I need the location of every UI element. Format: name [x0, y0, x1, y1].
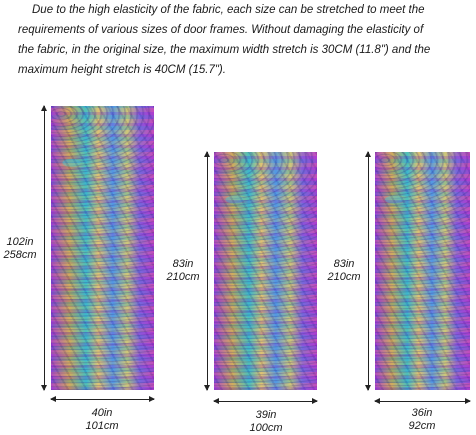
- height-dimension-arrow: [204, 151, 210, 391]
- height-inches: 83in: [333, 258, 355, 270]
- height-label: 83in 210cm: [323, 258, 365, 284]
- height-centimeters: 258cm: [3, 249, 37, 261]
- width-inches: 36in: [411, 407, 433, 419]
- width-label: 40in 101cm: [72, 407, 132, 433]
- description-line: the fabric, in the original size, the ma…: [18, 44, 431, 56]
- size-description: Due to the high elasticity of the fabric…: [18, 0, 470, 80]
- width-dimension-arrow: [213, 398, 318, 404]
- fabric-panel-large: [51, 106, 154, 390]
- description-line: Due to the high elasticity of the fabric…: [32, 4, 425, 16]
- height-dimension-arrow: [365, 151, 371, 391]
- fabric-panel-narrow: [375, 152, 470, 390]
- width-dimension-arrow: [50, 396, 155, 402]
- description-line: maximum height stretch is 40CM (15.7").: [18, 64, 226, 76]
- fabric-panel-medium: [214, 152, 317, 390]
- width-centimeters: 101cm: [85, 420, 119, 432]
- width-label: 39in 100cm: [236, 409, 296, 435]
- width-inches: 39in: [255, 409, 277, 421]
- width-centimeters: 92cm: [408, 420, 436, 432]
- width-dimension-arrow: [374, 398, 471, 404]
- height-label: 102in 258cm: [0, 236, 40, 262]
- width-label: 36in 92cm: [392, 407, 452, 433]
- height-centimeters: 210cm: [327, 271, 361, 283]
- height-label: 83in 210cm: [162, 258, 204, 284]
- height-inches: 102in: [6, 236, 34, 248]
- width-centimeters: 100cm: [249, 422, 283, 434]
- height-dimension-arrow: [41, 105, 47, 391]
- height-centimeters: 210cm: [166, 271, 200, 283]
- height-inches: 83in: [172, 258, 194, 270]
- description-line: requirements of various sizes of door fr…: [18, 24, 424, 36]
- width-inches: 40in: [91, 407, 113, 419]
